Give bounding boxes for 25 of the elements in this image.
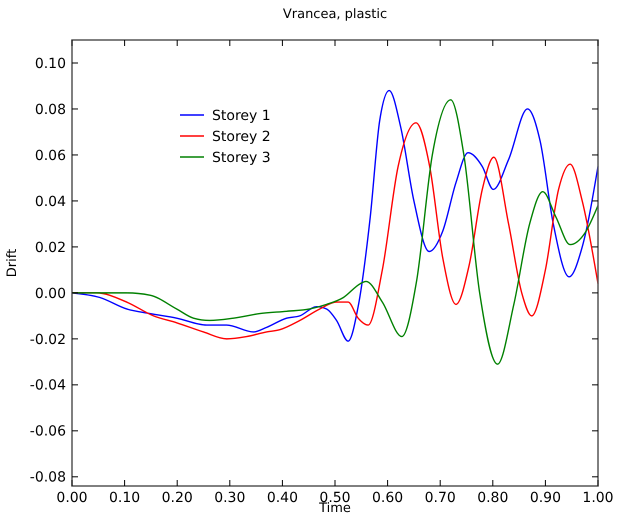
legend-label: Storey 1 [212, 108, 271, 124]
x-tick-label: 0.20 [162, 490, 193, 506]
x-tick-label: 0.90 [530, 490, 561, 506]
chart-title: Vrancea, plastic [282, 7, 388, 22]
x-tick-label: 0.70 [424, 490, 456, 506]
y-tick-label: 0.00 [34, 286, 66, 302]
x-tick-label: 0.40 [266, 490, 298, 506]
y-tick-label: 0.04 [34, 194, 66, 210]
y-tick-label: 0.10 [34, 56, 66, 72]
x-tick-label: 1.00 [582, 490, 614, 506]
legend-label: Storey 2 [212, 128, 271, 145]
y-tick-label: -0.06 [30, 424, 66, 440]
y-tick-label: -0.04 [30, 378, 66, 394]
x-tick-label: 0.80 [477, 490, 508, 506]
x-tick-label: 0.60 [372, 490, 404, 506]
y-tick-label: -0.08 [30, 470, 66, 486]
y-tick-label: 0.02 [34, 240, 66, 256]
x-tick-label: 0.00 [56, 490, 88, 506]
y-tick-label: 0.08 [34, 102, 66, 118]
y-axis-title: Drift [5, 248, 20, 278]
legend-label: Storey 3 [212, 150, 271, 166]
x-tick-label: 0.30 [214, 490, 246, 506]
y-tick-label: -0.02 [30, 332, 66, 348]
x-tick-label: 0.10 [109, 490, 140, 506]
y-tick-label: 0.06 [34, 148, 66, 164]
